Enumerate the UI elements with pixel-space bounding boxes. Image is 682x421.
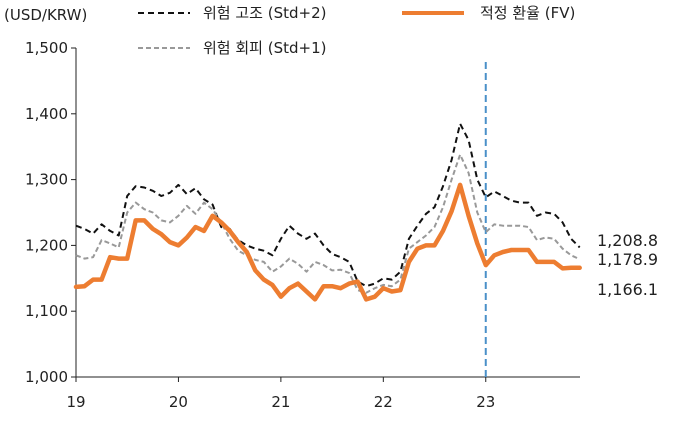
axes: 1,000 1,100 1,200 1,300 1,400 1,500 19 20 21 22 23 bbox=[25, 39, 580, 411]
x-tick-label: 19 bbox=[66, 393, 85, 411]
end-label-std2: 1,208.8 bbox=[597, 231, 658, 250]
series-line bbox=[75, 122, 581, 288]
y-tick-label: 1,300 bbox=[25, 171, 68, 189]
y-tick-label: 1,100 bbox=[25, 302, 68, 320]
x-tick-label: 20 bbox=[169, 393, 188, 411]
x-tick-label: 23 bbox=[476, 393, 495, 411]
series-line bbox=[73, 182, 582, 302]
x-tick-label: 22 bbox=[374, 393, 393, 411]
legend-label-fv: 적정 환율 (FV) bbox=[480, 4, 575, 22]
end-label-std1: 1,178.9 bbox=[597, 250, 658, 269]
end-label-fv: 1,166.1 bbox=[597, 280, 658, 299]
y-tick-label: 1,200 bbox=[25, 236, 68, 254]
x-tick-label: 21 bbox=[271, 393, 290, 411]
legend-label-std1: 위험 회피 (Std+1) bbox=[203, 39, 326, 57]
legend-label-std2: 위험 고조 (Std+2) bbox=[203, 4, 326, 22]
y-tick-label: 1,500 bbox=[25, 39, 68, 57]
unit-label: (USD/KRW) bbox=[4, 6, 87, 24]
legend: 위험 고조 (Std+2) 적정 환율 (FV) 위험 회피 (Std+1) bbox=[138, 4, 575, 57]
series-line bbox=[75, 153, 581, 294]
series-group bbox=[73, 122, 582, 302]
y-tick-label: 1,000 bbox=[25, 368, 68, 386]
y-tick-label: 1,400 bbox=[25, 105, 68, 123]
